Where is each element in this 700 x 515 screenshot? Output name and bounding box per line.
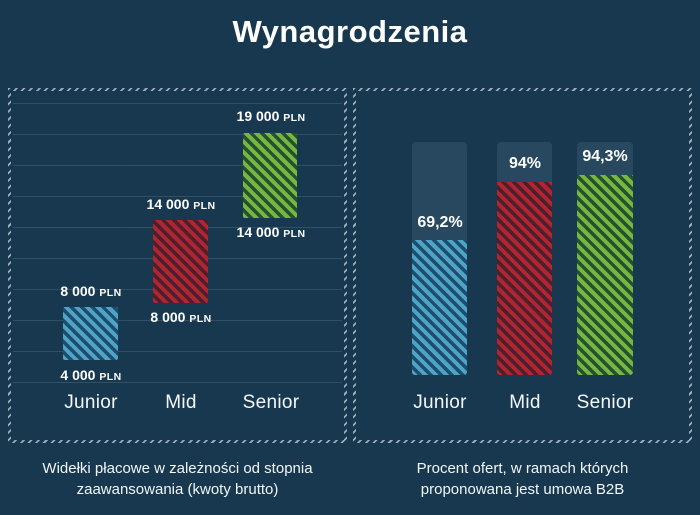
salary-chart-caption: Widełki płacowe w zależności od stopnia … (8, 458, 347, 500)
mid-percent-fill (497, 182, 552, 375)
senior-max-value-label: 19 000 PLN (215, 108, 327, 124)
senior-min-value: 14 000 (236, 224, 280, 240)
unit-pln: PLN (189, 313, 212, 325)
category-label-mid: Mid (165, 392, 197, 413)
junior-min-value-label: 4 000 PLN (35, 367, 147, 383)
mid-percent-label: 94% (508, 155, 542, 172)
junior-percent-track: 69,2% (412, 142, 467, 375)
category-label-mid: Mid (509, 392, 541, 413)
junior-percent-label: 69,2% (417, 214, 463, 231)
page-title: Wynagrodzenia (232, 14, 468, 49)
unit-pln: PLN (99, 371, 122, 383)
salary-range-chart-panel: 19 000 PLN 14 000 PLN 14 000 PLN 8 000 P… (8, 88, 347, 443)
mid-min-value: 8 000 (150, 309, 186, 325)
category-label-junior: Junior (64, 392, 118, 413)
b2b-chart-caption: Procent ofert, w ramach których proponow… (353, 458, 692, 500)
senior-salary-range-bar (243, 133, 297, 218)
b2b-percent-chart-panel: 69,2% 94% 94,3% Junior Mid Senior (353, 88, 692, 443)
mid-max-value-label: 14 000 PLN (125, 196, 237, 212)
unit-pln: PLN (283, 112, 306, 124)
senior-percent-fill (577, 175, 633, 375)
unit-pln: PLN (283, 228, 306, 240)
mid-min-value-label: 8 000 PLN (125, 309, 237, 325)
unit-pln: PLN (99, 287, 122, 299)
b2b-caption-line1: Procent ofert, w ramach których (416, 460, 629, 477)
junior-percent-fill (412, 240, 467, 375)
unit-pln: PLN (193, 200, 216, 212)
salary-caption-line2: zaawansowania (kwoty brutto) (76, 481, 279, 498)
junior-max-value: 8 000 (60, 283, 96, 299)
junior-max-value-label: 8 000 PLN (35, 283, 147, 299)
category-label-senior: Senior (576, 392, 634, 413)
senior-percent-label: 94,3% (582, 148, 628, 165)
junior-min-value: 4 000 (60, 367, 96, 383)
category-label-senior: Senior (242, 392, 300, 413)
senior-percent-track: 94,3% (577, 142, 633, 375)
b2b-caption-line2: proponowana jest umowa B2B (420, 481, 625, 498)
category-label-junior: Junior (413, 392, 467, 413)
mid-salary-range-bar (153, 220, 208, 303)
mid-percent-track: 94% (497, 142, 552, 375)
junior-salary-range-bar (63, 307, 118, 360)
senior-min-value-label: 14 000 PLN (215, 224, 327, 240)
salary-caption-line1: Widełki płacowe w zależności od stopnia (42, 460, 313, 477)
senior-max-value: 19 000 (236, 108, 280, 124)
mid-max-value: 14 000 (146, 196, 190, 212)
